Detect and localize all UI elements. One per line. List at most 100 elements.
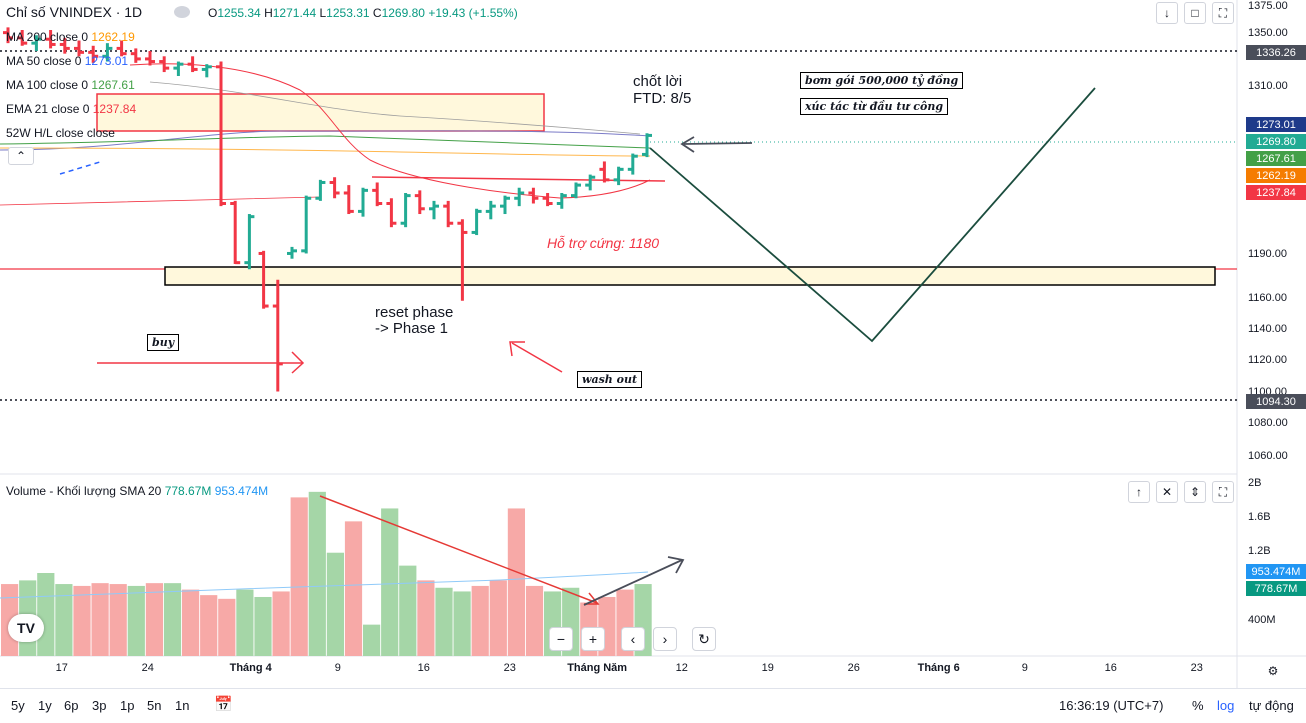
volume-bar: [507, 508, 525, 656]
settings-icon[interactable]: ⚙: [1262, 660, 1284, 682]
volume-tick: 1.2B: [1248, 545, 1271, 557]
volume-bar: [163, 583, 182, 656]
reset-chart-button[interactable]: ↻: [692, 627, 716, 651]
pill-vol: 778.67M: [1246, 581, 1306, 596]
volume-bar: [37, 573, 55, 656]
reset-phase-label: reset phase: [375, 304, 454, 321]
log-toggle[interactable]: log: [1217, 698, 1235, 713]
zoom-in-button[interactable]: +: [581, 627, 605, 651]
time-tick: 12: [675, 662, 688, 674]
price-tick: 1310.00: [1248, 80, 1288, 92]
ma200-line: [0, 147, 651, 157]
volume-bar: [308, 491, 326, 656]
price-tick: 1375.00: [1248, 0, 1288, 12]
time-tick: 23: [503, 662, 516, 674]
high-value: 1271.44: [272, 6, 317, 20]
time-tick: 19: [761, 662, 774, 674]
ftd-arrow: [680, 136, 753, 153]
range-3m[interactable]: 3p: [92, 698, 107, 713]
eye-icon[interactable]: [174, 6, 190, 18]
time-tick: 9: [334, 662, 341, 674]
volume-bar: [489, 580, 507, 656]
resistance-zone-box: [96, 93, 545, 132]
range-1d[interactable]: 1n: [175, 698, 190, 713]
volume-bar: [73, 585, 91, 656]
volume-bar: [145, 583, 163, 656]
volume-bar: [344, 521, 363, 656]
percent-toggle[interactable]: %: [1192, 698, 1204, 713]
projection-path: [649, 87, 1096, 343]
range-5d[interactable]: 5n: [147, 698, 162, 713]
volume-bar: [435, 587, 453, 656]
legend-ma100[interactable]: MA 100 close 0 1267.61: [6, 78, 135, 92]
ftd-label: FTD: 8/5: [633, 90, 692, 107]
time-tick: 16: [417, 662, 430, 674]
support-label: Hỗ trợ cứng: 1180: [547, 235, 660, 251]
price-tick: 1190.00: [1248, 248, 1287, 260]
pill-52w-high: 1336.26: [1246, 45, 1306, 60]
volume-bar: [326, 552, 344, 656]
calendar-icon[interactable]: 📅: [214, 696, 233, 713]
arrow-up-icon[interactable]: ↑: [1128, 481, 1150, 503]
ohlc-readout: O1255.34 H1271.44 L1253.31 C1269.80 +19.…: [208, 6, 518, 20]
old-ema-line: [0, 196, 321, 206]
volume-bar: [453, 591, 471, 656]
collapse-legend-button[interactable]: ⌃: [8, 147, 34, 165]
arrow-down-icon[interactable]: ↓: [1156, 2, 1178, 24]
range-5y[interactable]: 5y: [11, 698, 25, 713]
maximize-pane-icon[interactable]: ⛶: [1212, 481, 1234, 503]
volume-bar: [381, 508, 399, 656]
range-1y[interactable]: 1y: [38, 698, 52, 713]
legend-ma200[interactable]: MA 200 close 0 1262.19: [6, 30, 135, 44]
time-tick: 17: [55, 662, 68, 674]
zoom-out-button[interactable]: −: [549, 627, 573, 651]
legend-ema21[interactable]: EMA 21 close 0 1237.84: [6, 102, 137, 116]
volume-bar: [363, 624, 381, 656]
scroll-right-button[interactable]: ›: [653, 627, 677, 651]
bottom-toolbar: 5y 1y 6p 3p 1p 5n 1n 📅 16:36:19 (UTC+7) …: [0, 688, 1306, 723]
clock-time[interactable]: 16:36:19 (UTC+7): [1059, 698, 1164, 713]
neckline: [371, 176, 666, 182]
stimulus-label: bơm gói 500,000 tỷ đồng: [800, 72, 964, 89]
volume-bar: [471, 585, 489, 656]
legend-52w[interactable]: 52W H/L close close: [6, 126, 115, 140]
ma-gray-line: [149, 81, 641, 135]
open-value: 1255.34: [217, 6, 261, 20]
pill-ma50: 1273.01: [1246, 117, 1306, 132]
collapse-icon[interactable]: ⇕: [1184, 481, 1206, 503]
buy-label: buy: [147, 334, 180, 351]
scroll-left-button[interactable]: ‹: [621, 627, 645, 651]
pill-last: 1269.80: [1246, 134, 1306, 149]
volume-legend[interactable]: Volume - Khối lượng SMA 20 778.67M 953.4…: [6, 484, 269, 498]
pill-52w-low: 1094.30: [1246, 394, 1306, 409]
pill-vol-sma: 953.474M: [1246, 564, 1306, 579]
price-tick: 1160.00: [1248, 292, 1287, 304]
fullscreen-icon[interactable]: ⛶: [1212, 2, 1234, 24]
volume-bar: [417, 580, 435, 656]
take-profit-label: chốt lời: [633, 73, 683, 90]
legend-ma50[interactable]: MA 50 close 0 1273.01: [6, 54, 129, 68]
range-6m[interactable]: 6p: [64, 698, 79, 713]
price-tick: 1140.00: [1248, 323, 1287, 335]
time-tick: 24: [141, 662, 154, 674]
maximize-icon[interactable]: □: [1184, 2, 1206, 24]
price-tick: 1350.00: [1248, 27, 1288, 39]
volume-bar: [525, 585, 544, 656]
time-tick: 26: [847, 662, 860, 674]
symbol-title[interactable]: Chỉ số VNINDEX · 1D: [6, 4, 143, 20]
ma100-line: [0, 135, 651, 149]
volume-bar: [182, 589, 200, 656]
volume-down-arrow: [319, 495, 600, 605]
support-zone-box: [164, 266, 1216, 286]
washout-arrow: [509, 341, 563, 373]
auto-toggle[interactable]: tự động: [1249, 698, 1294, 713]
range-1m[interactable]: 1p: [120, 698, 135, 713]
pill-ma100: 1267.61: [1246, 151, 1306, 166]
ma50-line: [0, 130, 651, 151]
volume-tick: 2B: [1248, 477, 1262, 489]
buy-arrow: [97, 351, 305, 374]
close-icon[interactable]: ✕: [1156, 481, 1178, 503]
volume-bar: [290, 497, 308, 656]
tradingview-logo[interactable]: TV: [8, 614, 44, 642]
